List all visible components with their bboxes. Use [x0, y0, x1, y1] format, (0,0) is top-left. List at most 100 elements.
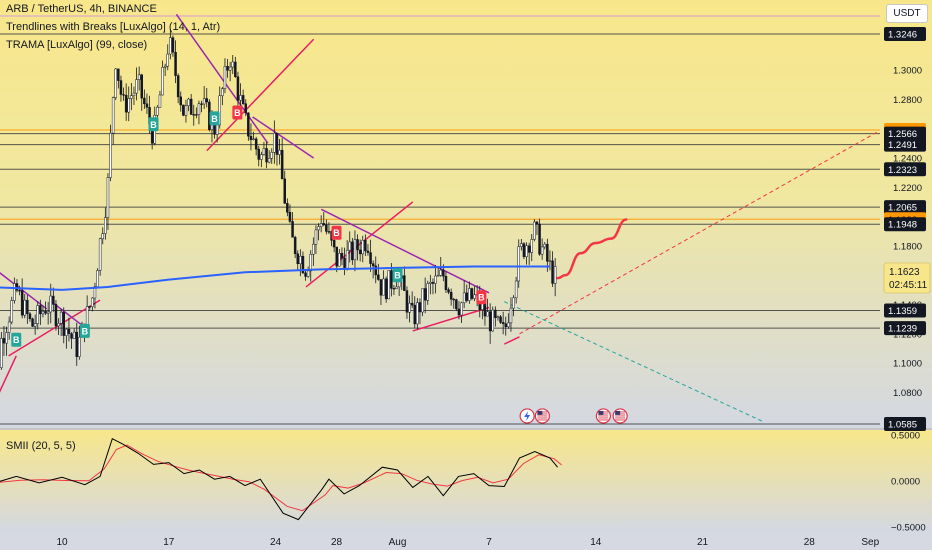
candle-body [54, 304, 58, 327]
candle-body [455, 299, 458, 310]
oscillator-tick-label: −0.5000 [891, 523, 926, 534]
candle-body [262, 148, 266, 155]
candle-body [187, 98, 190, 107]
price-level-tag-box [884, 162, 926, 177]
candle-body [252, 138, 255, 140]
price-tick-label: 1.1800 [893, 241, 922, 252]
candle-body [265, 148, 268, 163]
candle-body [379, 279, 383, 296]
candle-body [241, 95, 245, 104]
candle-body [499, 316, 502, 323]
candle-body [98, 238, 102, 271]
buy-badge [79, 323, 90, 338]
candle-body [132, 92, 136, 97]
candle-body [10, 300, 13, 323]
candle-body [156, 107, 159, 116]
candle-body [509, 307, 513, 324]
indicator-trama-label[interactable]: TRAMA [LuxAlgo] (99, close) [6, 39, 148, 51]
indicator-trendlines-label[interactable]: Trendlines with Breaks [LuxAlgo] (14, 1,… [6, 21, 221, 33]
candle-body [197, 103, 201, 115]
candle-body [278, 149, 281, 155]
candle-body [117, 68, 120, 81]
candle-body [140, 74, 143, 99]
candle-body [387, 270, 390, 300]
candle-body [488, 311, 492, 332]
candle-body [283, 178, 286, 204]
candle-body [507, 322, 510, 327]
candle-body [332, 240, 336, 248]
candle-body [192, 114, 195, 116]
price-level-tag-label: 1.2323 [888, 165, 917, 176]
candle-body [205, 98, 208, 103]
candle-body [145, 103, 149, 108]
candle-body [413, 304, 416, 325]
candle-body [62, 311, 65, 336]
candle-body [465, 292, 468, 301]
candle-body [2, 338, 6, 344]
price-tick-label: 1.2200 [893, 183, 922, 194]
candle-body [444, 275, 448, 290]
badge-label: B [211, 114, 218, 124]
candle-body [226, 66, 229, 71]
candle-body [234, 61, 237, 77]
candle-body [366, 250, 370, 253]
candle-body [28, 313, 32, 320]
candle-body [171, 37, 175, 53]
candle-body [179, 96, 182, 106]
trendline-extensions [504, 131, 879, 423]
candle-body [127, 98, 130, 113]
candle-body [46, 311, 50, 314]
candle-body [5, 332, 8, 344]
candle-body [257, 148, 260, 160]
badge-label: B [234, 108, 241, 118]
candle-body [158, 94, 162, 108]
candle-body [501, 322, 505, 324]
candle-body [124, 94, 128, 113]
currency-button[interactable]: USDT [886, 4, 928, 23]
candle-body [31, 318, 34, 327]
candle-body [306, 270, 310, 277]
price-level-tag-label: 1.1948 [888, 220, 917, 231]
price-level-tag-box [884, 137, 926, 152]
candle-body [403, 275, 406, 291]
candle-body [361, 240, 364, 255]
candle-body [449, 291, 453, 300]
price-level-tag-label: 1.0585 [888, 420, 917, 431]
candle-body [364, 240, 367, 252]
downtrend-line [252, 116, 315, 159]
time-tick-label: 17 [163, 537, 175, 548]
candle-body [195, 114, 198, 116]
candle-body [434, 275, 437, 284]
candle-body [67, 328, 71, 334]
candle-body [491, 309, 494, 332]
candle-body [130, 95, 133, 99]
price-level-tag-label: 1.2566 [888, 129, 917, 140]
candle-body [468, 288, 471, 301]
candle-body [392, 288, 396, 290]
candle-body [439, 269, 442, 276]
candle-body [452, 298, 455, 301]
candle-body [0, 338, 3, 368]
candle-body [410, 302, 414, 306]
candle-body [535, 221, 539, 225]
candle-body [236, 76, 240, 101]
price-level-tag-box [884, 321, 926, 336]
down-extension-dashed [504, 301, 764, 423]
oscillator-label[interactable]: SMII (20, 5, 5) [6, 440, 76, 452]
candle-body [525, 245, 528, 258]
candle-body [239, 95, 242, 101]
candle-body [325, 224, 328, 232]
candle-body [335, 246, 338, 267]
candle-body [270, 152, 273, 159]
candle-body [119, 80, 123, 95]
candle-body [358, 249, 362, 255]
candle-body [249, 135, 253, 140]
candle-body [202, 98, 206, 105]
uptrend-line [412, 306, 490, 332]
candle-body [163, 65, 167, 68]
candle-body [7, 321, 11, 333]
candle-body [231, 61, 234, 68]
symbol-title[interactable]: ARB / TetherUS, 4h, BINANCE [6, 3, 157, 15]
candle-body [293, 237, 297, 255]
